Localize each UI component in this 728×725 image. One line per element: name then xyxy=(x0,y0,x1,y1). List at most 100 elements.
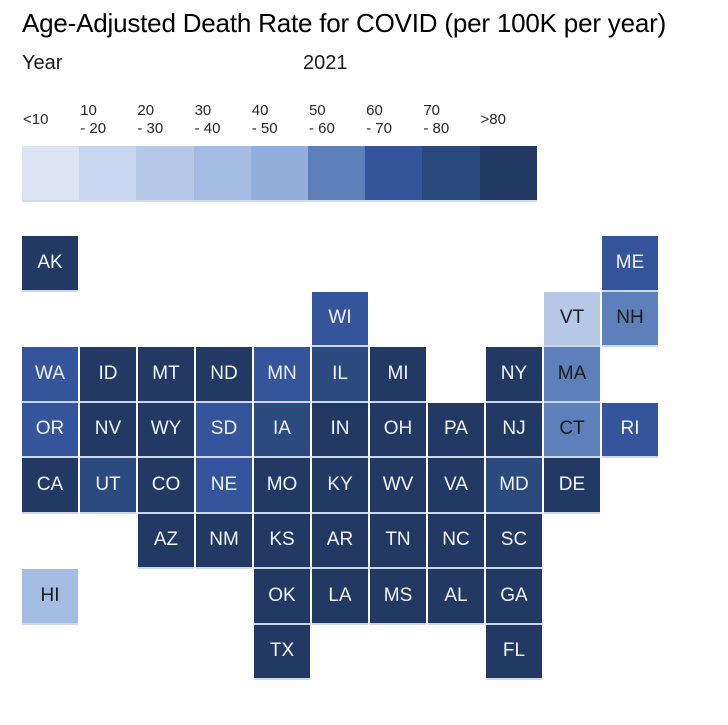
state-abbr: MS xyxy=(383,584,413,606)
legend-bin-label-line: - 40 xyxy=(194,120,221,137)
year-parameter-value[interactable]: 2021 xyxy=(303,52,348,74)
state-tile-ca[interactable]: CA xyxy=(22,458,78,512)
state-tile-va[interactable]: VA xyxy=(428,458,484,512)
state-tile-vt[interactable]: VT xyxy=(544,291,600,345)
state-tile-hi[interactable]: HI xyxy=(22,569,78,623)
legend-bin-label-line: 50 xyxy=(308,102,326,120)
state-abbr: PA xyxy=(444,418,468,440)
legend-bin-label-30-40: 30- 40 xyxy=(194,100,251,140)
state-abbr: ND xyxy=(210,362,238,384)
state-tile-nm[interactable]: NM xyxy=(196,513,252,567)
state-tile-nv[interactable]: NV xyxy=(80,402,136,456)
legend-bin-label-line: - 70 xyxy=(366,120,392,137)
state-tile-me[interactable]: ME xyxy=(602,236,658,290)
state-tile-ok[interactable]: OK xyxy=(254,569,310,623)
state-tile-ia[interactable]: IA xyxy=(254,402,310,456)
state-tile-md[interactable]: MD xyxy=(486,458,542,512)
state-abbr: ME xyxy=(615,251,645,273)
state-abbr: MT xyxy=(152,362,180,384)
legend-bin-label-line: 40 xyxy=(251,102,269,120)
state-tile-tn[interactable]: TN xyxy=(370,513,426,567)
state-tile-mt[interactable]: MT xyxy=(138,347,194,401)
state-abbr: WI xyxy=(328,307,352,329)
state-tile-fl[interactable]: FL xyxy=(486,624,542,678)
state-abbr: MD xyxy=(499,473,529,495)
state-tile-ky[interactable]: KY xyxy=(312,458,368,512)
state-abbr: FL xyxy=(502,640,526,662)
state-tile-nd[interactable]: ND xyxy=(196,347,252,401)
state-tile-nh[interactable]: NH xyxy=(602,291,658,345)
legend-bin-label-70-80: 70- 80 xyxy=(422,100,479,140)
legend-bin-label-line: - 20 xyxy=(80,120,107,137)
legend-bin-label-line: 20 xyxy=(137,102,155,120)
state-tile-mn[interactable]: MN xyxy=(254,347,310,401)
legend-bin-label-line: <10 xyxy=(23,111,49,129)
legend-bin-swatch-50-60[interactable] xyxy=(307,146,366,200)
state-tile-or[interactable]: OR xyxy=(22,402,78,456)
legend-bin-label-line: - 50 xyxy=(251,120,278,137)
state-abbr: NJ xyxy=(502,418,526,440)
state-tile-ks[interactable]: KS xyxy=(254,513,310,567)
legend-bin-swatch-lt10[interactable] xyxy=(22,146,80,200)
state-tile-co[interactable]: CO xyxy=(138,458,194,512)
state-tile-ne[interactable]: NE xyxy=(196,458,252,512)
state-tile-ga[interactable]: GA xyxy=(486,569,542,623)
state-abbr: RI xyxy=(620,418,640,440)
state-abbr: MN xyxy=(267,362,297,384)
state-abbr: IN xyxy=(330,418,350,440)
legend-bin-label-line: 10 xyxy=(80,102,97,120)
state-abbr: TX xyxy=(269,640,295,662)
state-abbr: VT xyxy=(559,307,585,329)
state-tile-wv[interactable]: WV xyxy=(370,458,426,512)
state-tile-tx[interactable]: TX xyxy=(254,624,310,678)
legend-bin-swatch-10-20[interactable] xyxy=(79,146,137,200)
page-title: Age-Adjusted Death Rate for COVID (per 1… xyxy=(22,8,667,38)
state-tile-az[interactable]: AZ xyxy=(138,513,194,567)
state-tile-pa[interactable]: PA xyxy=(428,402,484,456)
state-abbr: NH xyxy=(616,307,644,329)
state-tile-wi[interactable]: WI xyxy=(312,291,368,345)
state-abbr: CT xyxy=(559,418,585,440)
state-tile-in[interactable]: IN xyxy=(312,402,368,456)
state-abbr: MO xyxy=(266,473,298,495)
state-tile-nj[interactable]: NJ xyxy=(486,402,542,456)
legend-bin-swatch-40-50[interactable] xyxy=(250,146,308,200)
state-tile-ar[interactable]: AR xyxy=(312,513,368,567)
state-abbr: SD xyxy=(210,418,238,440)
legend-bin-swatch-30-40[interactable] xyxy=(193,146,251,200)
state-tile-mo[interactable]: MO xyxy=(254,458,310,512)
state-tile-sd[interactable]: SD xyxy=(196,402,252,456)
state-tile-sc[interactable]: SC xyxy=(486,513,542,567)
state-tile-de[interactable]: DE xyxy=(544,458,600,512)
state-tile-ri[interactable]: RI xyxy=(602,402,658,456)
state-abbr: OR xyxy=(35,418,65,440)
state-tile-oh[interactable]: OH xyxy=(370,402,426,456)
year-parameter-label: Year xyxy=(22,52,63,74)
state-tile-nc[interactable]: NC xyxy=(428,513,484,567)
state-tile-ms[interactable]: MS xyxy=(370,569,426,623)
state-tile-wy[interactable]: WY xyxy=(138,402,194,456)
legend-bin-label-line: - 80 xyxy=(423,120,450,137)
legend-bin-label-line: - 30 xyxy=(137,120,164,137)
state-abbr: NM xyxy=(209,529,239,551)
state-tile-ma[interactable]: MA xyxy=(544,347,600,401)
state-tile-ut[interactable]: UT xyxy=(80,458,136,512)
state-tile-ak[interactable]: AK xyxy=(22,236,78,290)
state-tile-il[interactable]: IL xyxy=(312,347,368,401)
legend-bin-label-40-50: 40- 50 xyxy=(251,100,308,140)
state-tile-id[interactable]: ID xyxy=(80,347,136,401)
state-tile-la[interactable]: LA xyxy=(312,569,368,623)
state-tile-ny[interactable]: NY xyxy=(486,347,542,401)
legend-bin-swatch-gt80[interactable] xyxy=(479,146,537,200)
legend-bin-swatch-60-70[interactable] xyxy=(365,146,423,200)
state-abbr: KY xyxy=(327,473,353,495)
legend-bin-swatch-20-30[interactable] xyxy=(136,146,194,200)
state-abbr: NV xyxy=(94,418,122,440)
legend-bin-swatch-70-80[interactable] xyxy=(422,146,480,200)
state-abbr: LA xyxy=(328,584,352,606)
state-abbr: ID xyxy=(98,362,118,384)
state-tile-ct[interactable]: CT xyxy=(544,402,600,456)
state-tile-mi[interactable]: MI xyxy=(370,347,426,401)
state-tile-wa[interactable]: WA xyxy=(22,347,78,401)
state-tile-al[interactable]: AL xyxy=(428,569,484,623)
